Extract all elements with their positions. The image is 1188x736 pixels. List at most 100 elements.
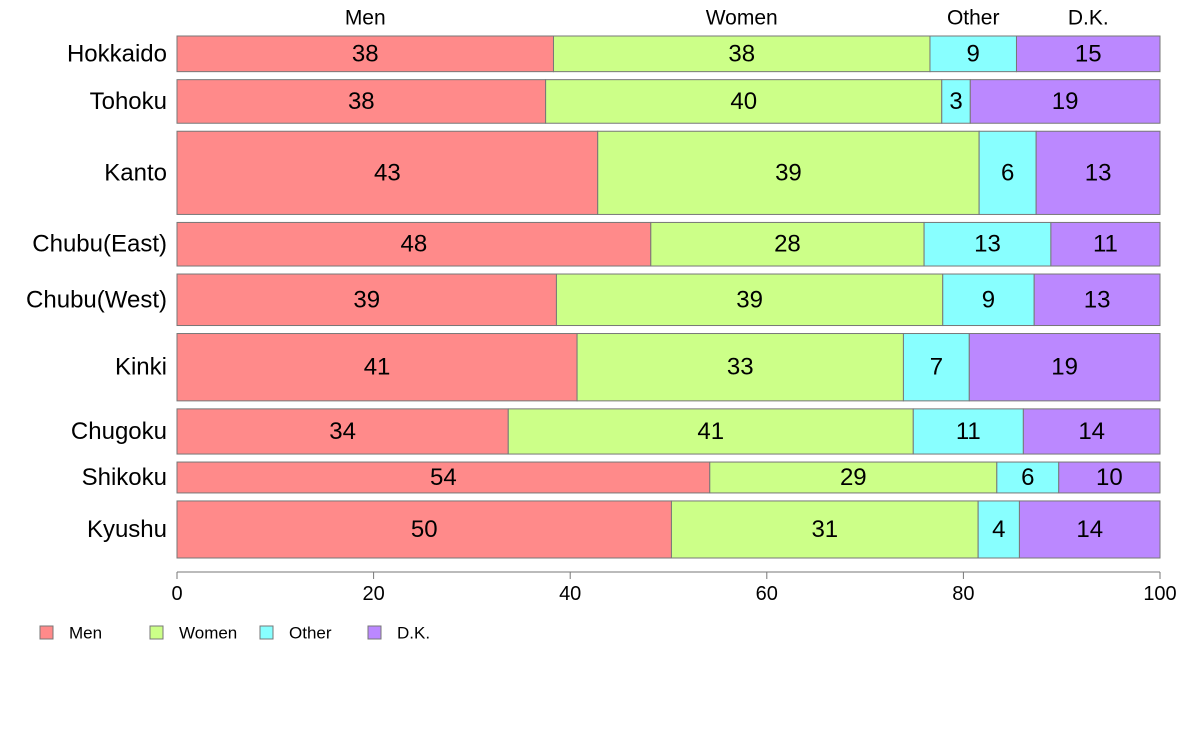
legend-item-other: Other (259, 624, 332, 643)
data-label: 14 (1078, 418, 1105, 445)
bar-segment-women (552, 35, 931, 73)
x-axis: 0 20 40 60 80 100 (171, 571, 1177, 605)
legend-swatch (367, 625, 382, 640)
top-category-labels: Men Women Other D.K. (345, 7, 1109, 30)
data-label: 19 (1052, 88, 1079, 115)
bar-segment-other (941, 79, 971, 124)
category-label: Chubu(West) (26, 286, 167, 313)
data-label: 7 (930, 354, 943, 381)
bar-segment-women (597, 130, 980, 215)
data-label: 13 (1084, 286, 1111, 313)
data-label: 39 (775, 159, 802, 186)
data-label: 13 (1085, 159, 1112, 186)
row-kanto: Kanto 43 39 6 13 (104, 130, 1161, 215)
data-label: 6 (1001, 159, 1014, 186)
legend-label: Women (179, 624, 237, 643)
bar-segment-men (176, 408, 509, 455)
bar-segment-d-k (1035, 130, 1161, 215)
data-label: 31 (811, 516, 838, 543)
row-kinki: Kinki 41 33 7 19 (115, 333, 1161, 402)
x-tick-label: 80 (952, 583, 974, 605)
bar-segment-other (977, 500, 1020, 559)
bar-segment-women (650, 221, 925, 267)
data-label: 39 (736, 286, 763, 313)
data-label: 34 (329, 418, 356, 445)
data-label: 28 (774, 231, 801, 258)
legend-swatch (259, 625, 274, 640)
row-chubu-east: Chubu(East) 48 28 13 11 (32, 221, 1161, 267)
x-tick-label: 40 (559, 583, 581, 605)
bar-segment-women (670, 500, 979, 559)
legend-item-men: Men (39, 624, 102, 643)
data-label: 38 (728, 40, 755, 67)
legend-label: D.K. (397, 624, 430, 643)
top-label-women: Women (706, 7, 778, 30)
category-label: Hokkaido (67, 40, 167, 67)
bar-segment-d-k (1015, 35, 1161, 73)
bar-segment-women (545, 79, 943, 124)
data-label: 29 (840, 464, 867, 491)
bar-segment-d-k (1050, 221, 1161, 267)
data-label: 9 (967, 40, 980, 67)
x-tick-label: 60 (756, 583, 778, 605)
bar-segment-other (942, 273, 1035, 327)
bar-segment-other (996, 461, 1060, 494)
category-label: Chugoku (71, 418, 167, 445)
row-shikoku: Shikoku 54 29 6 10 (82, 461, 1161, 494)
bar-segment-women (576, 333, 904, 402)
data-label: 3 (949, 88, 962, 115)
category-label: Kyushu (87, 516, 167, 543)
x-tick-label: 20 (362, 583, 384, 605)
bar-segment-other (912, 408, 1024, 455)
category-label: Shikoku (82, 464, 167, 491)
data-label: 19 (1051, 354, 1078, 381)
bar-segment-d-k (968, 333, 1161, 402)
bar-segment-men (176, 273, 557, 327)
data-label: 41 (697, 418, 724, 445)
category-label: Tohoku (90, 88, 167, 115)
bar-segment-d-k (1033, 273, 1161, 327)
row-chubu-west: Chubu(West) 39 39 9 13 (26, 273, 1161, 327)
bar-segment-d-k (1058, 461, 1161, 494)
data-label: 43 (374, 159, 401, 186)
row-kyushu: Kyushu 50 31 4 14 (87, 500, 1161, 559)
legend-swatch (39, 625, 54, 640)
row-hokkaido: Hokkaido 38 38 9 15 (67, 35, 1161, 73)
data-label: 9 (982, 286, 995, 313)
data-label: 13 (974, 231, 1001, 258)
data-label: 33 (727, 354, 754, 381)
bar-segment-women (555, 273, 944, 327)
legend-item-women: Women (149, 624, 237, 643)
data-label: 50 (411, 516, 438, 543)
top-label-men: Men (345, 7, 386, 30)
legend-label: Other (289, 624, 332, 643)
bar-segment-men (176, 221, 652, 267)
category-label: Kanto (104, 159, 167, 186)
data-label: 11 (1093, 231, 1118, 258)
x-tick-label: 100 (1143, 583, 1176, 605)
data-label: 38 (352, 40, 379, 67)
data-label: 41 (364, 354, 391, 381)
legend: Men Women Other D.K. (39, 624, 430, 643)
bar-segment-men (176, 130, 599, 215)
data-label: 10 (1096, 464, 1123, 491)
bar-segment-men (176, 35, 554, 73)
bar-segment-men (176, 461, 711, 494)
top-label-d-k: D.K. (1068, 7, 1109, 30)
x-tick-label: 0 (171, 583, 182, 605)
row-chugoku: Chugoku 34 41 11 14 (71, 408, 1161, 455)
legend-label: Men (69, 624, 102, 643)
data-label: 11 (956, 418, 981, 445)
data-label: 48 (401, 231, 428, 258)
bar-segment-other (902, 333, 970, 402)
bar-segment-d-k (1022, 408, 1161, 455)
data-label: 6 (1021, 464, 1034, 491)
bar-segment-men (176, 333, 578, 402)
top-label-other: Other (947, 7, 1000, 30)
bar-segment-d-k (969, 79, 1161, 124)
data-label: 39 (353, 286, 380, 313)
bar-segment-men (176, 79, 547, 124)
data-label: 40 (730, 88, 757, 115)
